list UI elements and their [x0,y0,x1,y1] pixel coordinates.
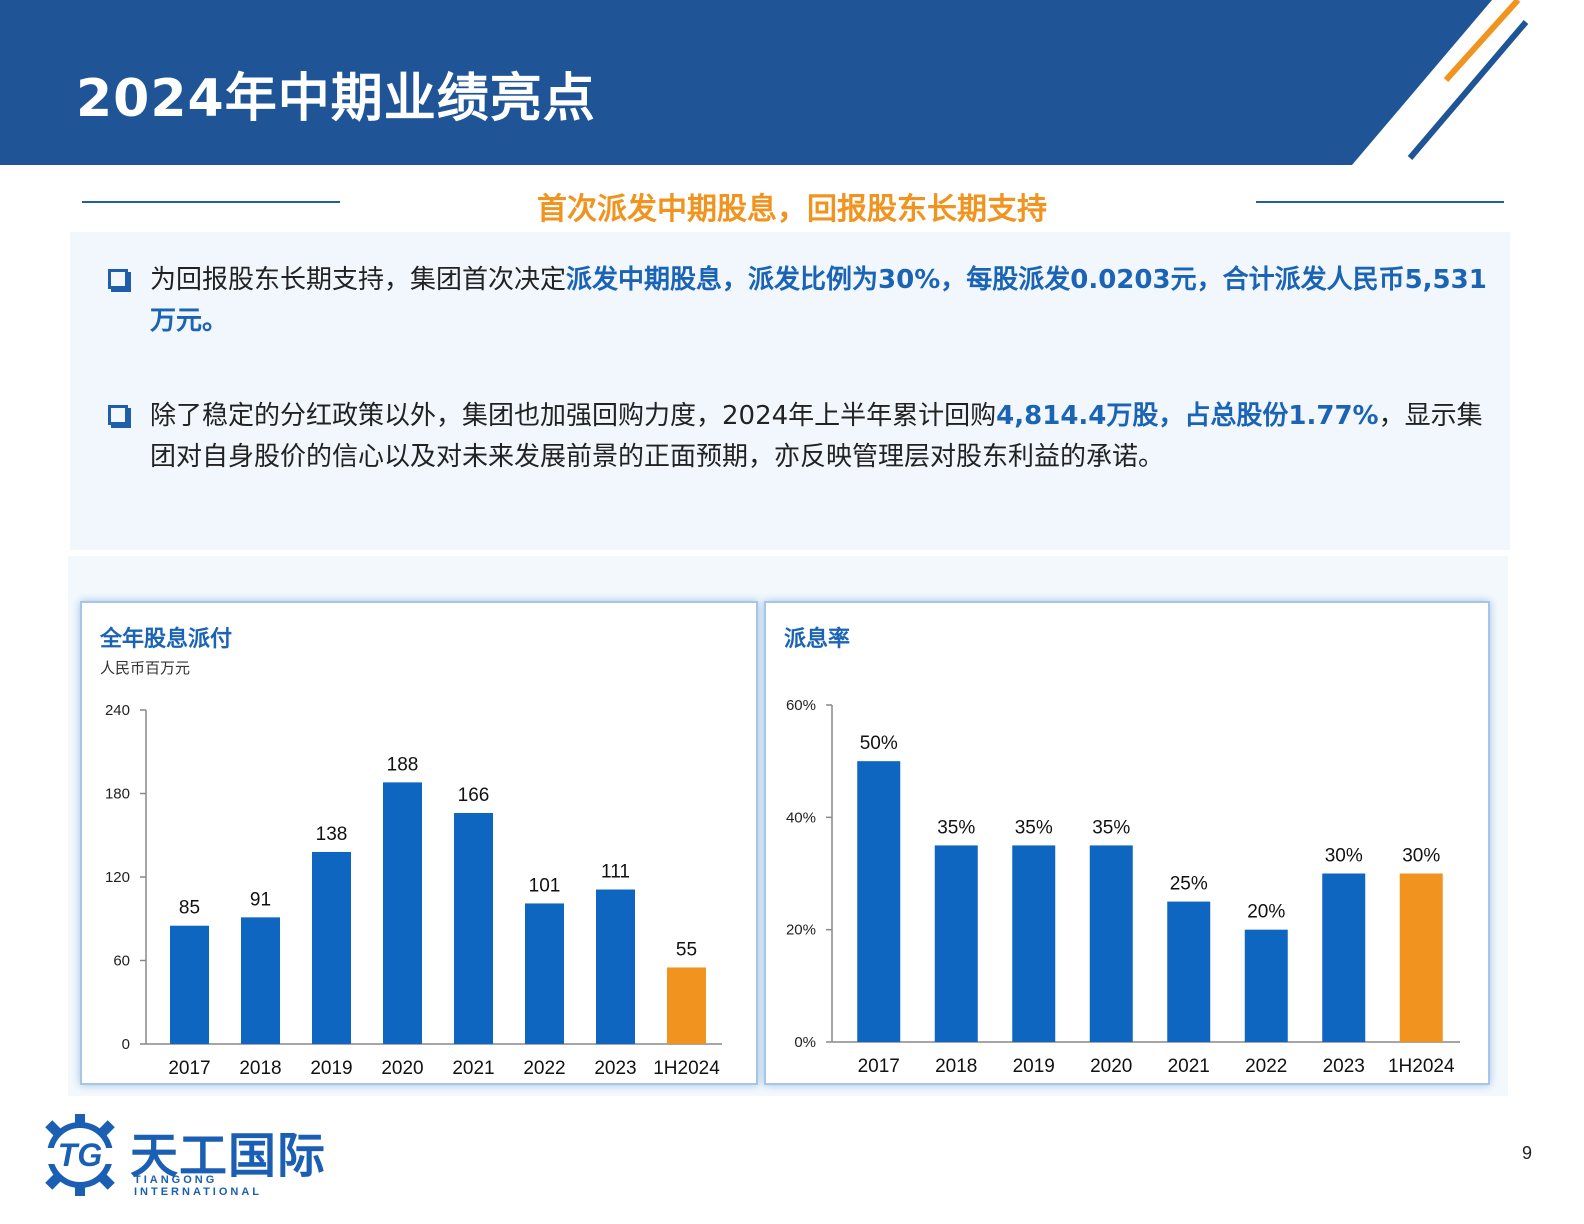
bar [454,812,493,1044]
y-tick-label: 40% [786,809,816,826]
y-tick-label: 60% [786,697,816,714]
bullet-text: 除了稳定的分红政策以外，集团也加强回购力度，2024年上半年累计回购4,814.… [150,396,1488,478]
page-number: 9 [1521,1143,1532,1163]
company-logo: TG 天工国际 TIANGONG INTERNATIONAL [34,1110,344,1200]
x-tick-label: 2019 [1013,1056,1055,1077]
bar [241,917,280,1044]
bullet-text-highlight: 4,814.4万股，占总股份1.77% [996,401,1379,431]
bar-value-label: 166 [458,785,490,806]
y-tick-label: 20% [786,922,816,939]
x-tick-label: 2018 [239,1058,281,1079]
bar-value-label: 91 [250,889,271,910]
bar [1089,845,1133,1042]
logo-name-en: TIANGONG INTERNATIONAL [134,1174,263,1198]
chart-title: 派息率 [784,627,851,652]
dividend-bar-chart: 0 60 120 180 240 85 2017 91 2018 138 2019 188 2020 16… [105,702,722,1079]
bar-value-label: 138 [316,824,348,845]
x-tick-label: 2018 [935,1056,977,1077]
bar-value-label: 35% [937,817,975,838]
bar [1322,873,1366,1042]
section-subtitle: 首次派发中期股息，回报股东长期支持 [537,192,1047,227]
bar [525,903,564,1044]
bar [170,925,209,1044]
bar [1167,901,1211,1042]
y-tick-label: 120 [105,869,130,886]
bar-value-label: 85 [179,898,200,919]
y-tick-label: 180 [105,786,130,803]
bullet-text-highlight: 派发中期股息，派发比例为30%，每股派发0.0203元，合计派发人民币5,531… [150,265,1487,336]
bar [312,851,351,1044]
bar-value-label: 30% [1402,846,1440,867]
page-title: 2024年中期业绩亮点 [76,69,596,129]
bar [1012,845,1056,1042]
x-tick-label: 2019 [310,1058,352,1079]
y-tick-label: 0 [122,1036,130,1053]
bar [667,967,706,1044]
bar-value-label: 30% [1325,846,1363,867]
bar-value-label: 188 [387,754,419,775]
x-tick-label: 2020 [1090,1056,1132,1077]
header-background [0,0,1529,165]
y-tick-label: 240 [105,702,130,719]
logo-mark-text: TG [58,1137,102,1173]
bullet-dividend: 为回报股东长期支持，集团首次决定派发中期股息，派发比例为30%，每股派发0.02… [108,260,1488,342]
bar-value-label: 20% [1247,902,1285,923]
subtitle-divider-right [1256,201,1504,203]
y-tick-label: 60 [113,953,130,970]
bullet-text-plain: 除了稳定的分红政策以外，集团也加强回购力度，2024年上半年累计回购 [150,401,997,431]
bar-value-label: 55 [676,939,697,960]
x-tick-label: 2021 [452,1058,494,1079]
payout-ratio-chart-panel: 派息率 0% 20% 40% 60% 50% 2017 35% 2018 35% 2019 35% 2… [764,601,1490,1085]
bar [934,845,978,1042]
x-tick-label: 2023 [1323,1056,1365,1077]
bar-value-label: 111 [601,862,630,883]
subtitle-divider-left [82,201,340,203]
subtitle-row: 首次派发中期股息，回报股东长期支持 [0,180,1584,227]
bar [1244,929,1288,1042]
x-tick-label: 2022 [523,1058,565,1079]
bullet-text: 为回报股东长期支持，集团首次决定派发中期股息，派发比例为30%，每股派发0.02… [150,260,1488,342]
bullet-text-plain: 为回报股东长期支持，集团首次决定 [150,265,567,295]
bar-value-label: 50% [860,733,898,754]
x-tick-label: 1H2024 [1388,1056,1455,1077]
highlights-box: 为回报股东长期支持，集团首次决定派发中期股息，派发比例为30%，每股派发0.02… [70,232,1510,550]
chart-title: 全年股息派付 [100,627,233,652]
bar [596,889,635,1044]
y-tick-label: 0% [794,1034,816,1051]
x-tick-label: 2021 [1168,1056,1210,1077]
bar-value-label: 35% [1015,817,1053,838]
bar [1399,873,1443,1042]
dividend-chart-panel: 全年股息派付 人民币百万元 0 60 120 180 240 85 2017 91 2018 13… [80,601,758,1085]
x-tick-label: 2017 [858,1056,900,1077]
chart-unit-label: 人民币百万元 [100,659,191,677]
x-tick-label: 1H2024 [653,1058,720,1079]
bar-value-label: 25% [1170,874,1208,895]
bar-value-label: 35% [1092,817,1130,838]
logo-name-cn: 天工国际 [130,1128,327,1184]
checkbox-bullet-icon [108,269,128,289]
checkbox-bullet-icon [108,405,128,425]
bar-value-label: 101 [529,875,561,896]
x-tick-label: 2020 [381,1058,423,1079]
bar [383,782,422,1044]
x-tick-label: 2017 [168,1058,210,1079]
bar [857,761,901,1042]
bullet-text-plain-end: ，显示集团对自身股价的信心以及对未来发展前景的正面预期，亦反映管理层对股东利益的… [150,401,1483,472]
payout-ratio-bar-chart: 0% 20% 40% 60% 50% 2017 35% 2018 35% 2019 35% 2020 2… [786,697,1460,1077]
header-banner: 2024年中期业绩亮点 [0,0,1584,165]
x-tick-label: 2022 [1245,1056,1287,1077]
x-tick-label: 2023 [594,1058,636,1079]
gear-logo-icon: TG [34,1114,126,1196]
bullet-buyback: 除了稳定的分红政策以外，集团也加强回购力度，2024年上半年累计回购4,814.… [108,396,1488,478]
